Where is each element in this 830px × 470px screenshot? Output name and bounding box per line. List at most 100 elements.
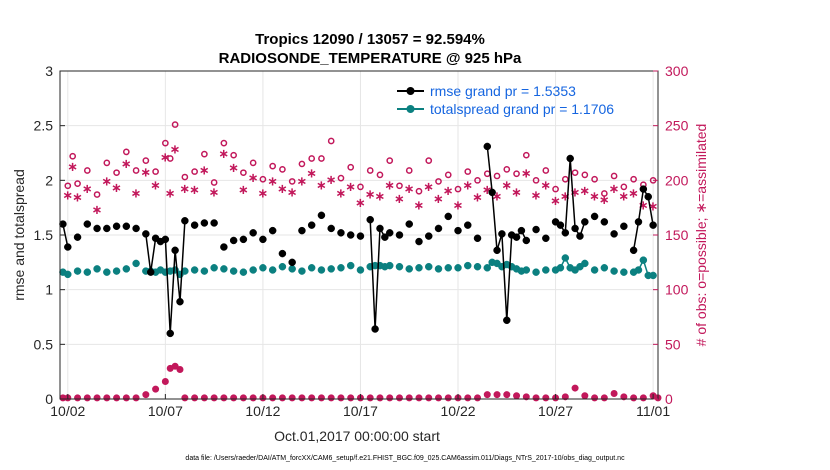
obs-assimilated-point: ∗ (404, 182, 415, 197)
obs-assimilated-point: ∗ (628, 186, 639, 201)
rmse-point (288, 258, 296, 267)
y-axis-label-right: # of obs: o=possible; ∗=assimilated (693, 124, 709, 347)
obs-assimilated-point: ∗ (531, 189, 542, 204)
obs-assimilated-point: ∗ (316, 179, 327, 194)
totalspread-point (581, 259, 589, 268)
y-tick-label-left: 1.5 (34, 227, 54, 243)
obs-low-point (220, 394, 228, 402)
obs-possible-point (454, 185, 462, 193)
rmse-point (366, 215, 374, 224)
obs-assimilated-point: ∗ (618, 190, 629, 205)
obs-low-point (269, 394, 277, 402)
rmse-point (73, 233, 82, 241)
rmse-point (576, 232, 584, 240)
obs-possible-point (298, 160, 306, 168)
chart-title-line-1: Tropics 12090 / 13057 = 92.594% (255, 31, 485, 48)
obs-assimilated-point: ∗ (189, 183, 200, 198)
totalspread-point (317, 266, 326, 274)
obs-low-point (93, 394, 101, 402)
obs-assimilated-point: ∗ (326, 173, 337, 188)
rmse-point (512, 233, 521, 241)
rmse-point (503, 316, 511, 325)
rmse-point (571, 224, 579, 233)
obs-low-point (122, 394, 130, 402)
obs-assimilated-point: ∗ (355, 196, 366, 211)
x-tick-label: 10/22 (440, 403, 475, 419)
totalspread-point (522, 266, 531, 274)
obs-assimilated-point: ∗ (433, 192, 444, 207)
rmse-point (620, 222, 628, 231)
obs-possible-point (93, 191, 101, 198)
obs-possible-point (181, 173, 189, 181)
obs-assimilated-point: ∗ (179, 182, 190, 197)
rmse-point (200, 219, 209, 227)
obs-possible-point (288, 178, 296, 185)
totalspread-point (278, 262, 287, 271)
obs-low-point (308, 394, 316, 402)
rmse-point (346, 231, 355, 239)
obs-possible-point (405, 167, 413, 174)
totalspread-point (64, 270, 72, 279)
totalspread-point (210, 264, 218, 272)
totalspread-point (190, 266, 199, 274)
obs-low-point (542, 394, 550, 402)
rmse-point (59, 220, 67, 228)
obs-low-point (278, 394, 286, 402)
obs-possible-point (366, 167, 374, 174)
obs-possible-point (230, 151, 237, 159)
y-axis-label-left: rmse and totalspread (11, 169, 27, 301)
y-tick-label-left: 3 (45, 63, 53, 79)
obs-assimilated-point: ∗ (267, 174, 278, 189)
obs-assimilated-point: ∗ (482, 183, 493, 198)
rmse-point (493, 246, 501, 255)
rmse-point (64, 243, 72, 251)
obs-assimilated-point: ∗ (306, 167, 317, 182)
obs-assimilated-point: ∗ (165, 186, 176, 201)
obs-assimilated-point: ∗ (384, 179, 395, 194)
rmse-point (634, 218, 643, 226)
obs-low-point (474, 394, 482, 402)
rmse-point (146, 268, 155, 276)
rmse-point (268, 226, 277, 235)
rmse-point (371, 325, 379, 333)
totalspread-point (610, 267, 618, 275)
obs-low-point (425, 394, 433, 402)
x-tick-label: 10/02 (50, 403, 85, 419)
rmse-point (298, 226, 306, 235)
obs-low-point (581, 392, 589, 400)
obs-possible-point (444, 171, 452, 179)
rmse-point (376, 224, 384, 233)
rmse-point (122, 222, 131, 231)
obs-assimilated-point: ∗ (150, 179, 161, 194)
obs-low-point (337, 394, 345, 402)
obs-possible-point (474, 176, 481, 184)
obs-assimilated-point: ∗ (599, 193, 610, 208)
data-file-footer: data file: /Users/raeder/DAI/ATM_forcXX/… (185, 455, 625, 462)
rmse-point (249, 229, 257, 237)
rmse-point (381, 233, 389, 241)
obs-low-point (600, 394, 608, 402)
obs-assimilated-point: ∗ (218, 147, 229, 162)
obs-possible-point (337, 174, 345, 182)
x-axis-label: Oct.01,2017 00:00:00 start (274, 428, 440, 444)
y-tick-label-right: 250 (665, 118, 689, 134)
rmse-point (83, 220, 92, 228)
rmse-point (166, 329, 174, 338)
rmse-point (327, 224, 335, 233)
obs-possible-point (581, 171, 589, 179)
rmse-point (610, 230, 618, 238)
obs-low-point (503, 391, 511, 399)
obs-assimilated-point: ∗ (199, 163, 210, 178)
obs-assimilated-point: ∗ (423, 180, 434, 195)
obs-low-point (591, 394, 599, 402)
obs-assimilated-point: ∗ (521, 167, 532, 182)
rmse-point (337, 229, 345, 237)
totalspread-point (425, 262, 433, 271)
obs-assimilated-point: ∗ (609, 182, 620, 197)
obs-assimilated-point: ∗ (248, 171, 259, 186)
rmse-point (176, 297, 184, 306)
rmse-point (444, 212, 453, 221)
x-tick-label: 10/17 (343, 403, 378, 419)
obs-possible-point (464, 168, 472, 175)
obs-low-point (161, 378, 169, 386)
